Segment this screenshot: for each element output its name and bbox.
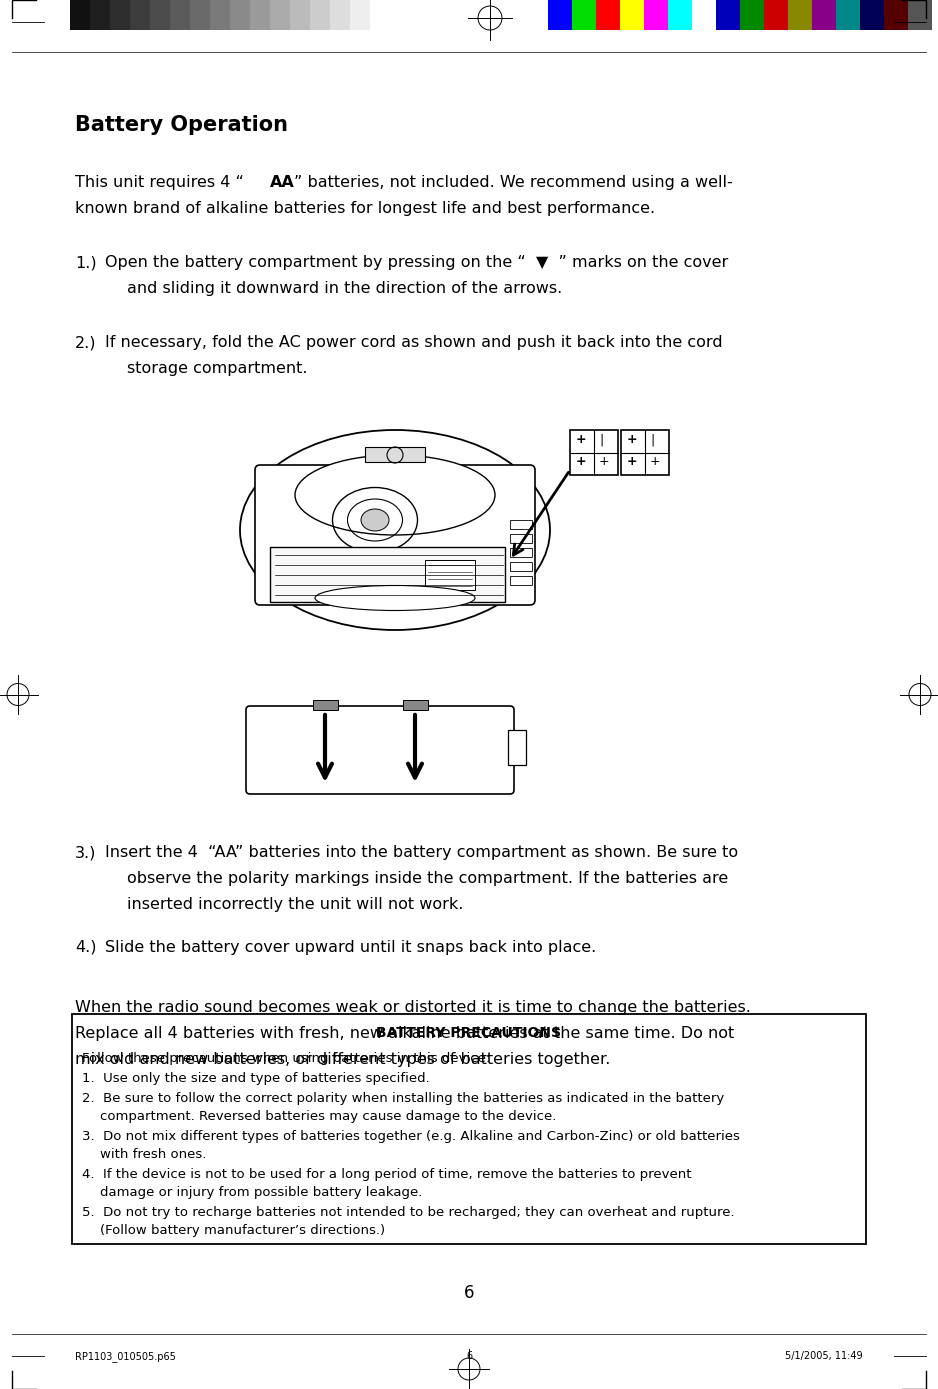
Text: damage or injury from possible battery leakage.: damage or injury from possible battery l… [100, 1186, 422, 1199]
Text: 1.  Use only the size and type of batteries specified.: 1. Use only the size and type of batteri… [82, 1072, 430, 1085]
Bar [621, 431, 669, 475]
Text: 5/1/2005, 11:49: 5/1/2005, 11:49 [785, 1351, 863, 1361]
Bar [230, 0, 250, 31]
Text: +: + [627, 456, 638, 468]
Bar [668, 0, 692, 31]
Bar [644, 0, 668, 31]
Bar [290, 0, 310, 31]
Text: +: + [576, 456, 586, 468]
Bar [270, 0, 290, 31]
Bar [788, 0, 812, 31]
Text: Replace all 4 batteries with fresh, new alkaline batteries at the same time. Do : Replace all 4 batteries with fresh, new … [75, 1026, 734, 1040]
Bar [510, 519, 532, 529]
Text: observe the polarity markings inside the compartment. If the batteries are: observe the polarity markings inside the… [127, 871, 728, 886]
Bar [72, 1014, 866, 1245]
Bar [740, 0, 764, 31]
Text: |: | [599, 433, 603, 446]
Text: ” batteries, not included. We recommend using a well-: ” batteries, not included. We recommend … [294, 175, 733, 190]
Text: 2.  Be sure to follow the correct polarity when installing the batteries as indi: 2. Be sure to follow the correct polarit… [82, 1092, 724, 1106]
Text: If necessary, fold the AC power cord as shown and push it back into the cord: If necessary, fold the AC power cord as … [105, 335, 722, 350]
Bar [510, 563, 532, 571]
Text: 6: 6 [466, 1351, 472, 1361]
Text: 4.): 4.) [75, 940, 97, 956]
Bar [716, 0, 740, 31]
Bar [860, 0, 884, 31]
Text: Slide the battery cover upward until it snaps back into place.: Slide the battery cover upward until it … [105, 940, 597, 956]
Bar [403, 700, 428, 710]
Bar [190, 0, 210, 31]
Text: RP1103_010505.p65: RP1103_010505.p65 [75, 1351, 175, 1361]
Bar [210, 0, 230, 31]
Text: When the radio sound becomes weak or distorted it is time to change the batterie: When the radio sound becomes weak or dis… [75, 1000, 751, 1015]
Bar [570, 431, 618, 475]
Ellipse shape [295, 456, 495, 535]
Bar [313, 700, 338, 710]
Text: (Follow battery manufacturer’s directions.): (Follow battery manufacturer’s direction… [100, 1224, 386, 1238]
Bar [310, 0, 330, 31]
Text: 3.  Do not mix different types of batteries together (e.g. Alkaline and Carbon-Z: 3. Do not mix different types of batteri… [82, 1131, 740, 1143]
Text: AA: AA [270, 175, 295, 190]
Text: compartment. Reversed batteries may cause damage to the device.: compartment. Reversed batteries may caus… [100, 1110, 556, 1122]
Bar [510, 533, 532, 543]
Text: Open the battery compartment by pressing on the “  ▼  ” marks on the cover: Open the battery compartment by pressing… [105, 256, 728, 269]
Bar [572, 0, 596, 31]
Text: known brand of alkaline batteries for longest life and best performance.: known brand of alkaline batteries for lo… [75, 201, 655, 217]
Text: Insert the 4  “AA” batteries into the battery compartment as shown. Be sure to: Insert the 4 “AA” batteries into the bat… [105, 845, 738, 860]
Text: |: | [650, 433, 654, 446]
Text: +: + [599, 456, 610, 468]
Text: and sliding it downward in the direction of the arrows.: and sliding it downward in the direction… [127, 281, 562, 296]
Text: BATTERY PRECAUTIONS: BATTERY PRECAUTIONS [376, 1026, 562, 1040]
Bar [548, 0, 572, 31]
Bar [270, 547, 505, 601]
Text: +: + [627, 433, 638, 446]
Text: 3.): 3.) [75, 845, 97, 860]
Bar [170, 0, 190, 31]
Text: 2.): 2.) [75, 335, 97, 350]
Text: +: + [576, 433, 586, 446]
Text: Follow these precautions when using batteries in this device:: Follow these precautions when using batt… [82, 1051, 491, 1065]
Bar [110, 0, 130, 31]
Bar [812, 0, 836, 31]
FancyBboxPatch shape [246, 706, 514, 795]
Bar [90, 0, 110, 31]
Text: 6: 6 [463, 1283, 475, 1301]
Text: with fresh ones.: with fresh ones. [100, 1147, 206, 1161]
Bar [330, 0, 350, 31]
Bar [510, 576, 532, 585]
Bar [365, 447, 425, 463]
Text: storage compartment.: storage compartment. [127, 361, 308, 376]
Text: 1.): 1.) [75, 256, 97, 269]
Bar [908, 0, 932, 31]
Bar [250, 0, 270, 31]
Text: This unit requires 4 “: This unit requires 4 “ [75, 175, 244, 190]
Text: +: + [650, 456, 660, 468]
Text: 4.  If the device is not to be used for a long period of time, remove the batter: 4. If the device is not to be used for a… [82, 1168, 691, 1181]
Bar [692, 0, 716, 31]
Bar [508, 731, 526, 765]
Bar [130, 0, 150, 31]
Bar [70, 0, 90, 31]
Bar [884, 0, 908, 31]
Bar [596, 0, 620, 31]
Bar [425, 560, 475, 590]
Bar [764, 0, 788, 31]
Text: mix old and new batteries, or different types of batteries together.: mix old and new batteries, or different … [75, 1051, 611, 1067]
Bar [510, 549, 532, 557]
Bar [620, 0, 644, 31]
Text: Battery Operation: Battery Operation [75, 115, 288, 135]
Ellipse shape [315, 586, 475, 611]
Bar [350, 0, 370, 31]
Text: inserted incorrectly the unit will not work.: inserted incorrectly the unit will not w… [127, 897, 463, 913]
Ellipse shape [361, 508, 389, 531]
Bar [836, 0, 860, 31]
Bar [150, 0, 170, 31]
Text: 5.  Do not try to recharge batteries not intended to be recharged; they can over: 5. Do not try to recharge batteries not … [82, 1206, 734, 1220]
FancyBboxPatch shape [255, 465, 535, 606]
